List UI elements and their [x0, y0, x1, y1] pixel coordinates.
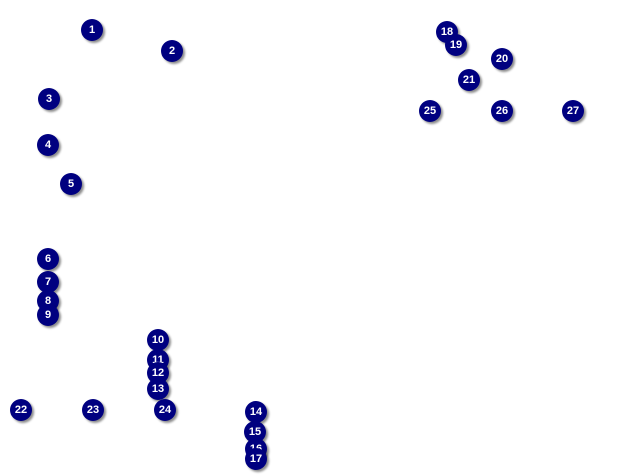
marker-4[interactable]: 4	[37, 134, 59, 156]
marker-9[interactable]: 9	[37, 304, 59, 326]
marker-25[interactable]: 25	[419, 100, 441, 122]
marker-24[interactable]: 24	[154, 399, 176, 421]
marker-14[interactable]: 14	[245, 401, 267, 423]
marker-21[interactable]: 21	[458, 69, 480, 91]
marker-22[interactable]: 22	[10, 399, 32, 421]
marker-1[interactable]: 1	[81, 19, 103, 41]
marker-10[interactable]: 10	[147, 329, 169, 351]
marker-20[interactable]: 20	[491, 48, 513, 70]
marker-5[interactable]: 5	[60, 173, 82, 195]
marker-26[interactable]: 26	[491, 100, 513, 122]
marker-15[interactable]: 15	[244, 421, 266, 443]
marker-23[interactable]: 23	[82, 399, 104, 421]
marker-2[interactable]: 2	[161, 40, 183, 62]
marker-13[interactable]: 13	[147, 378, 169, 400]
marker-17[interactable]: 17	[245, 448, 267, 470]
marker-3[interactable]: 3	[38, 88, 60, 110]
marker-19[interactable]: 19	[445, 34, 467, 56]
marker-27[interactable]: 27	[562, 100, 584, 122]
marker-6[interactable]: 6	[37, 248, 59, 270]
marker-7[interactable]: 7	[37, 271, 59, 293]
